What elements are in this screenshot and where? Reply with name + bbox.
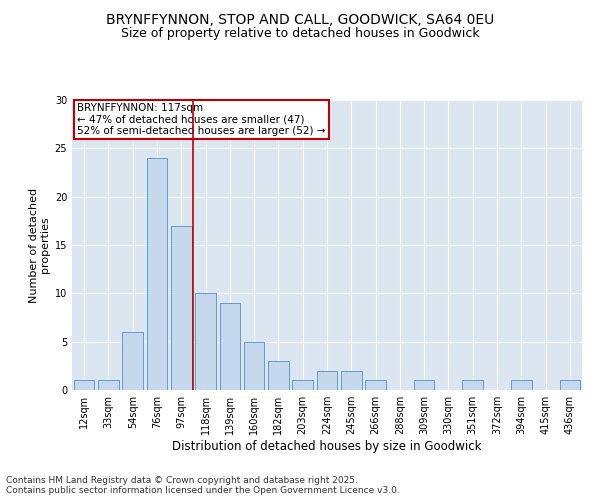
Bar: [146, 158, 167, 390]
Bar: [341, 370, 362, 390]
Y-axis label: Number of detached
properties: Number of detached properties: [29, 188, 50, 302]
Bar: [171, 226, 191, 390]
Text: BRYNFFYNNON, STOP AND CALL, GOODWICK, SA64 0EU: BRYNFFYNNON, STOP AND CALL, GOODWICK, SA…: [106, 12, 494, 26]
Bar: [195, 294, 216, 390]
Bar: [292, 380, 313, 390]
Bar: [317, 370, 337, 390]
Bar: [511, 380, 532, 390]
Bar: [560, 380, 580, 390]
Bar: [122, 332, 143, 390]
Bar: [365, 380, 386, 390]
X-axis label: Distribution of detached houses by size in Goodwick: Distribution of detached houses by size …: [172, 440, 482, 453]
Bar: [220, 303, 240, 390]
Bar: [74, 380, 94, 390]
Bar: [463, 380, 483, 390]
Bar: [414, 380, 434, 390]
Bar: [268, 361, 289, 390]
Bar: [98, 380, 119, 390]
Text: Size of property relative to detached houses in Goodwick: Size of property relative to detached ho…: [121, 28, 479, 40]
Text: Contains HM Land Registry data © Crown copyright and database right 2025.
Contai: Contains HM Land Registry data © Crown c…: [6, 476, 400, 495]
Text: BRYNFFYNNON: 117sqm
← 47% of detached houses are smaller (47)
52% of semi-detach: BRYNFFYNNON: 117sqm ← 47% of detached ho…: [77, 103, 326, 136]
Bar: [244, 342, 265, 390]
